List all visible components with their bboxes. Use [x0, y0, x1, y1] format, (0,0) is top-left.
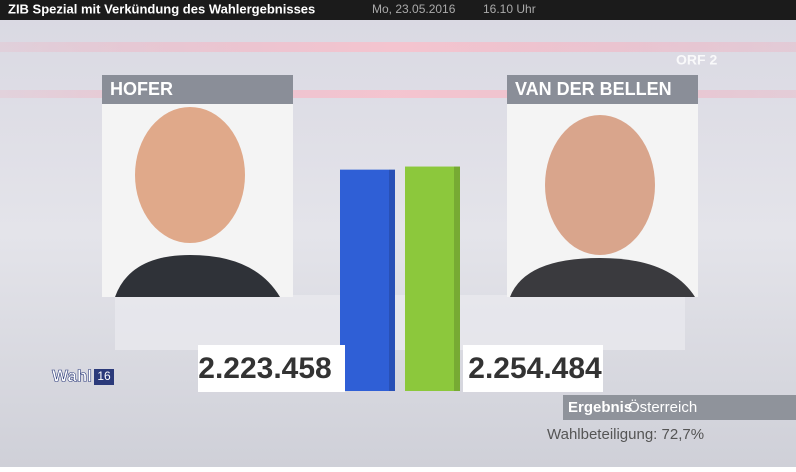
- candidate-name: VAN DER BELLEN: [515, 79, 672, 99]
- streak: [0, 90, 796, 98]
- name-box: [507, 75, 698, 104]
- value-label: 2.223.458: [198, 352, 331, 385]
- value-box: [463, 345, 603, 392]
- name-box: [102, 75, 293, 104]
- photo-body: [115, 255, 280, 297]
- photo-face: [545, 115, 655, 255]
- streak: [0, 42, 796, 52]
- bar: [405, 166, 460, 391]
- result-bar: [563, 395, 796, 420]
- header-time: 16.10 Uhr: [483, 2, 536, 16]
- channel-logo: ORF 2: [676, 52, 717, 68]
- photo-face: [135, 107, 245, 243]
- wahl-logo: Wahl: [52, 366, 92, 385]
- candidate-name: HOFER: [110, 79, 173, 99]
- header-bar: [0, 0, 796, 20]
- value-label: 2.254.484: [468, 352, 602, 385]
- wahl-logo-box: [94, 369, 114, 385]
- photo-body: [510, 258, 695, 297]
- bar-side: [389, 169, 395, 391]
- value-box: [198, 345, 345, 392]
- header-title: ZIB Spezial mit Verkündung des Wahlergeb…: [8, 1, 315, 16]
- stage: [115, 295, 685, 350]
- result-region: Österreich: [628, 398, 697, 416]
- bar-side: [454, 166, 460, 391]
- bar: [340, 169, 395, 391]
- wahl-logo-number: 16: [97, 369, 111, 383]
- turnout: Wahlbeteiligung: 72,7%: [547, 426, 704, 443]
- result-label: Ergebnis: [568, 399, 632, 416]
- header-date: Mo, 23.05.2016: [372, 2, 456, 16]
